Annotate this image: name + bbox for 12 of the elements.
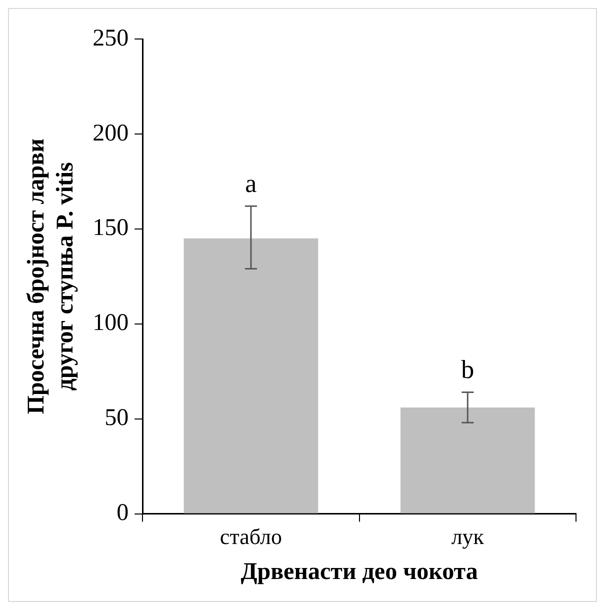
x-tick-label: лук (451, 524, 484, 549)
x-tick-label: стабло (220, 524, 282, 549)
y-axis-title: Просечна бројност ларви другог ступња P. vitis (24, 138, 78, 414)
y-tick-label: 250 (92, 25, 129, 52)
annotation: a (245, 168, 258, 198)
y-tick-label: 0 (116, 500, 129, 526)
annotation: b (461, 355, 474, 384)
y-tick-label: 100 (92, 310, 129, 336)
y-tick-label: 150 (92, 215, 129, 242)
y-tick-label: 200 (92, 120, 129, 146)
x-axis-title: Дрвенасти део чокота (240, 558, 478, 585)
y-tick-label: 50 (104, 405, 129, 432)
